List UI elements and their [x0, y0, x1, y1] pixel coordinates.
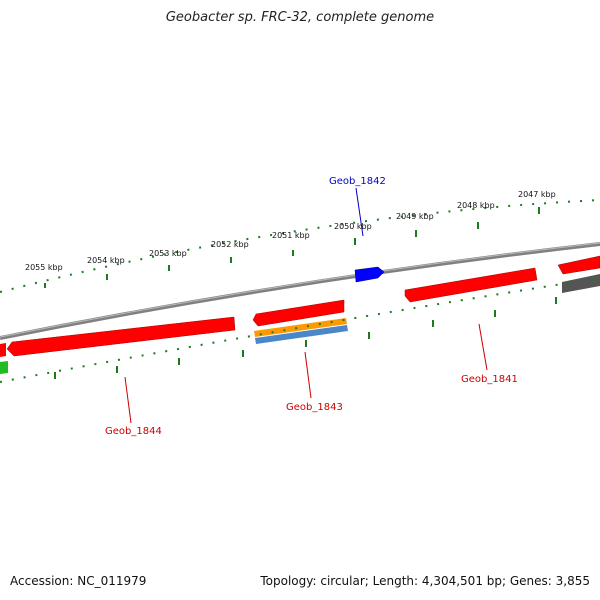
connector-geob-1844 [124, 376, 132, 424]
map-title: Geobacter sp. FRC-32, complete genome [165, 10, 435, 25]
label-geob-1842[interactable]: Geob_1842 [329, 176, 386, 187]
outer-major-ticks [44, 207, 540, 288]
scale-label-2055: 2055 kbp [25, 263, 63, 272]
scale-label-2054: 2054 kbp [87, 256, 125, 265]
scale-label-2050: 2050 kbp [334, 222, 372, 231]
scale-labels: 2055 kbp 2054 kbp 2053 kbp 2052 kbp 2051… [25, 190, 556, 272]
feature-green[interactable] [0, 361, 8, 374]
gene-right-gray[interactable] [562, 274, 600, 293]
inner-tick-dots [0, 277, 600, 383]
genome-summary: Topology: circular; Length: 4,304,501 bp… [260, 574, 590, 588]
label-geob-1843[interactable]: Geob_1843 [286, 402, 343, 413]
gene-right-edge[interactable] [557, 255, 600, 275]
outer-tick-track [0, 199, 600, 293]
inner-major-ticks [54, 297, 557, 379]
gene-geob-1841[interactable] [404, 267, 538, 303]
scale-label-2049: 2049 kbp [396, 212, 434, 221]
scale-label-2051: 2051 kbp [272, 231, 310, 240]
genome-backbone [0, 242, 600, 340]
scale-label-2053: 2053 kbp [149, 249, 187, 258]
gene-geob-1844[interactable] [6, 316, 236, 357]
feature-orange[interactable] [254, 318, 347, 337]
label-geob-1844[interactable]: Geob_1844 [105, 426, 162, 437]
accession-text: Accession: NC_011979 [10, 574, 147, 588]
scale-label-2047: 2047 kbp [518, 190, 556, 199]
scale-label-2052: 2052 kbp [211, 240, 249, 249]
gene-geob-1842[interactable] [354, 266, 385, 283]
gene-left-edge[interactable] [0, 343, 6, 357]
scale-label-2048: 2048 kbp [457, 201, 495, 210]
connector-geob-1843 [304, 351, 312, 399]
connector-geob-1841 [478, 323, 488, 371]
label-geob-1841[interactable]: Geob_1841 [461, 374, 518, 385]
gene-geob-1843[interactable] [252, 299, 345, 327]
feature-blue[interactable] [255, 325, 348, 344]
genome-backbone-highlight [0, 242, 600, 338]
inner-tick-track [0, 277, 600, 383]
connector-geob-1842 [355, 187, 364, 237]
